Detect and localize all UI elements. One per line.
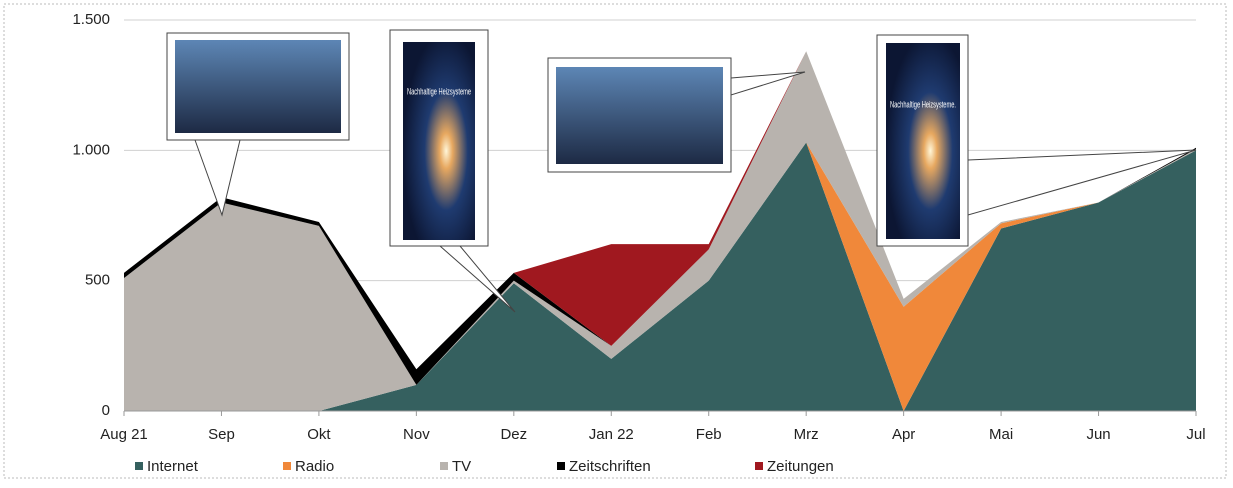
x-tick-label: Nov: [403, 426, 430, 443]
x-tick-label: Aug 21: [100, 426, 148, 443]
legend-swatch: [440, 462, 448, 470]
x-tick-label: Feb: [696, 426, 722, 443]
y-tick-label: 1.000: [72, 141, 110, 158]
x-tick-label: Mai: [989, 426, 1013, 443]
x-tick-label: Sep: [208, 426, 235, 443]
legend-swatch: [283, 462, 291, 470]
legend: Internet Radio TV Zeitschriften Zeitungen: [135, 458, 834, 475]
legend-swatch: [557, 462, 565, 470]
x-tick-label: Mrz: [794, 426, 819, 443]
legend-label: TV: [452, 458, 471, 475]
ad-image: [403, 42, 475, 240]
legend-label: Zeitschriften: [569, 458, 651, 475]
ad-image: [556, 67, 723, 164]
annotation: Nachhaltige Heizsysteme: [407, 86, 471, 96]
y-tick-label: 500: [85, 272, 110, 289]
callout-pointer: [440, 246, 515, 312]
ad-image: [175, 40, 341, 133]
x-tick-label: Jul: [1186, 426, 1205, 443]
legend-label: Radio: [295, 458, 334, 475]
legend-swatch: [755, 462, 763, 470]
x-tick-label: Dez: [500, 426, 527, 443]
x-tick-label: Apr: [892, 426, 915, 443]
legend-swatch: [135, 462, 143, 470]
annotation: Nachhaltige Heizsysteme.: [890, 99, 956, 109]
legend-label: Internet: [147, 458, 199, 475]
x-tick-label: Jan 22: [589, 426, 634, 443]
y-tick-label: 0: [102, 402, 110, 419]
legend-label: Zeitungen: [767, 458, 834, 475]
y-tick-label: 1.500: [72, 11, 110, 28]
chart: 0 500 1.000 1.500 Aug 21 Sep Okt Nov Dez Jan 22 Fe…: [0, 0, 1233, 483]
ad-image: [886, 43, 960, 239]
x-tick-label: Jun: [1086, 426, 1110, 443]
x-tick-label: Okt: [307, 426, 331, 443]
